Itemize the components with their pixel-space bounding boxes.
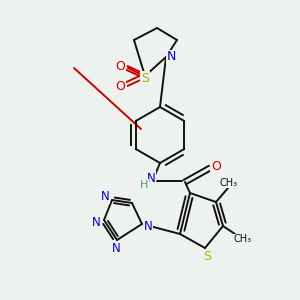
Text: H: H: [140, 180, 148, 190]
Text: O: O: [115, 59, 125, 73]
Text: N: N: [100, 190, 109, 203]
Text: S: S: [203, 250, 211, 262]
Text: O: O: [211, 160, 221, 173]
Text: CH₃: CH₃: [220, 178, 238, 188]
Text: N: N: [112, 242, 120, 256]
Text: N: N: [92, 217, 100, 230]
Text: O: O: [115, 80, 125, 92]
Text: CH₃: CH₃: [234, 234, 252, 244]
Text: N: N: [144, 220, 152, 233]
Text: N: N: [147, 172, 155, 184]
Text: N: N: [166, 50, 176, 64]
Text: S: S: [141, 71, 149, 85]
